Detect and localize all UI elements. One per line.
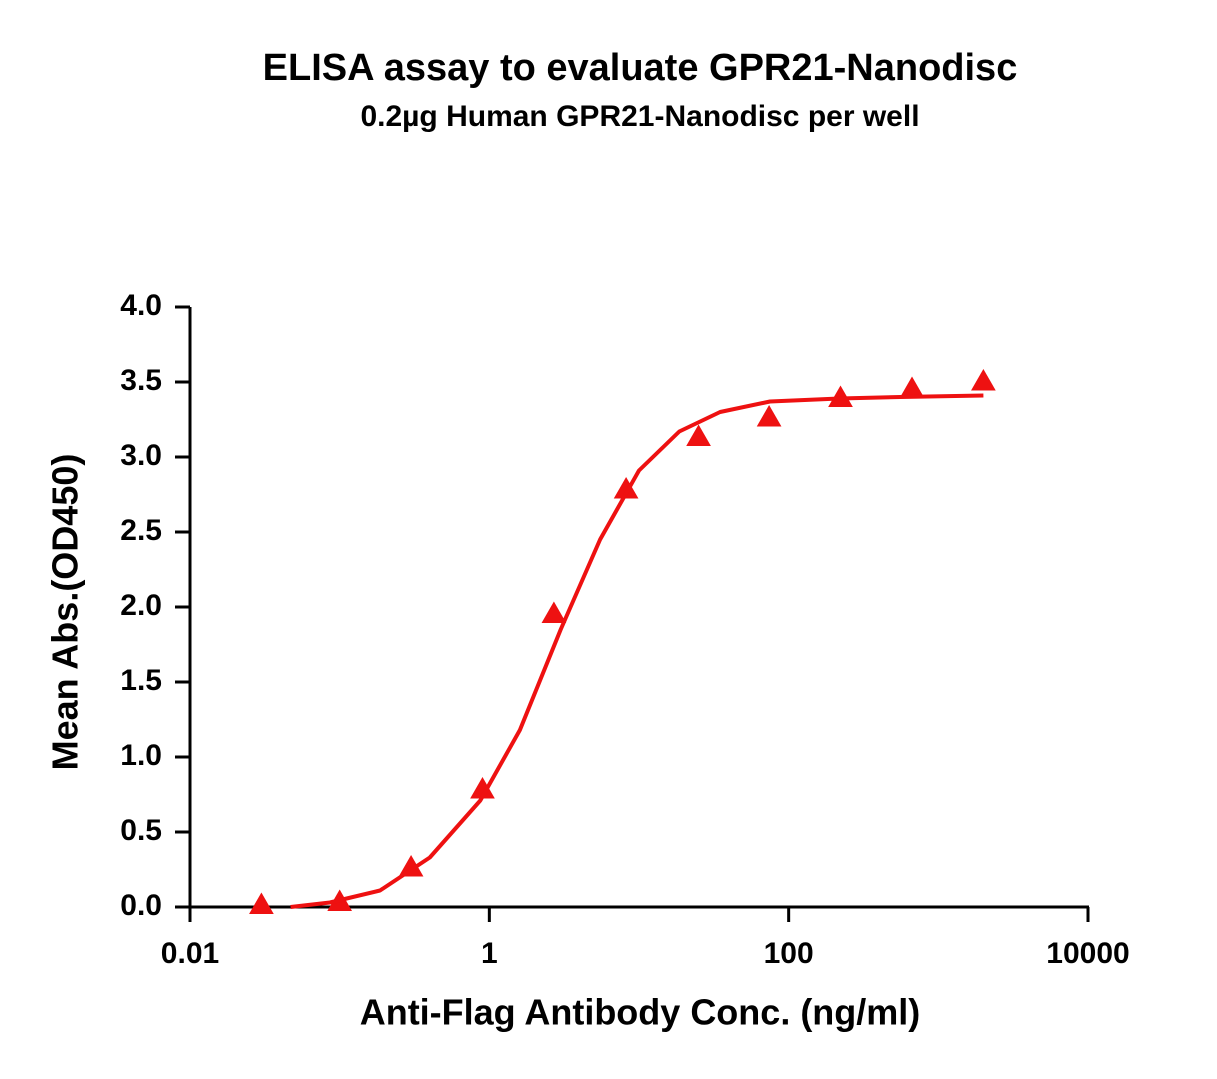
x-axis-label: Anti-Flag Antibody Conc. (ng/ml) xyxy=(360,992,921,1033)
y-tick-label: 2.5 xyxy=(120,514,162,547)
y-tick-label: 1.0 xyxy=(120,739,162,772)
data-point xyxy=(613,477,639,499)
data-point xyxy=(470,777,495,799)
y-axis-label: Mean Abs.(OD450) xyxy=(45,454,86,771)
data-point xyxy=(686,424,711,446)
chart-title: ELISA assay to evaluate GPR21-Nanodisc xyxy=(263,47,1018,89)
y-tick-label: 0.0 xyxy=(120,889,162,922)
data-point xyxy=(971,369,996,391)
chart-subtitle: 0.2µg Human GPR21-Nanodisc per well xyxy=(360,100,919,133)
x-tick-label: 10000 xyxy=(1046,937,1129,970)
x-tick-label: 100 xyxy=(764,937,814,970)
y-tick-label: 0.5 xyxy=(120,814,162,847)
y-tick-label: 4.0 xyxy=(120,289,162,322)
data-point xyxy=(756,405,782,427)
data-point xyxy=(828,385,853,407)
x-tick-label: 1 xyxy=(481,937,498,970)
data-point xyxy=(899,376,925,398)
fit-curve xyxy=(290,393,984,909)
y-tick-label: 3.5 xyxy=(120,364,162,397)
data-point xyxy=(398,855,424,877)
y-tick-label: 2.0 xyxy=(120,589,162,622)
y-tick-label: 1.5 xyxy=(120,664,162,697)
y-tick-label: 3.0 xyxy=(120,439,162,472)
x-tick-label: 0.01 xyxy=(161,937,219,970)
data-point xyxy=(249,892,274,914)
data-point xyxy=(541,601,567,623)
